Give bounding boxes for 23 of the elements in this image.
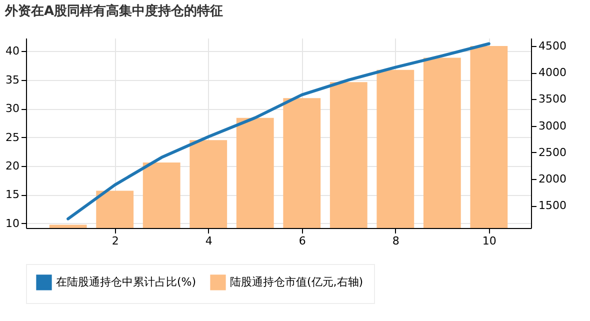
chart-title: 外资在A股同样有高集中度持仓的特征 xyxy=(4,3,224,19)
x-tick-label: 2 xyxy=(112,234,119,248)
x-tick-label: 6 xyxy=(298,234,306,248)
y2-tick-label: 1500 xyxy=(538,199,566,212)
y2-tick-label: 4500 xyxy=(538,39,566,52)
x-tick-label: 4 xyxy=(205,234,212,248)
y2-tick-label: 3000 xyxy=(538,119,566,132)
y-tick-label: 30 xyxy=(6,102,20,116)
y-tick-label: 40 xyxy=(6,44,20,58)
y-tick-label: 25 xyxy=(6,130,20,144)
y-tick-label: 10 xyxy=(6,216,20,230)
x-tick-label: 10 xyxy=(482,234,496,248)
x-tick-label: 8 xyxy=(392,234,400,248)
y2-tick-label: 4000 xyxy=(538,66,566,80)
legend-label: 陆股通持仓市值(亿元,右轴) xyxy=(230,275,364,288)
y-tick-label: 20 xyxy=(6,160,20,173)
y2-tick-label: 3500 xyxy=(538,92,566,106)
line-series xyxy=(66,42,490,220)
y2-tick-label: 2000 xyxy=(538,172,566,186)
y-tick-label: 15 xyxy=(6,188,20,202)
y-tick-label: 35 xyxy=(6,73,20,86)
legend-label: 在陆股通持仓中累计占比(%) xyxy=(56,275,196,288)
y2-tick-label: 2500 xyxy=(538,146,566,159)
